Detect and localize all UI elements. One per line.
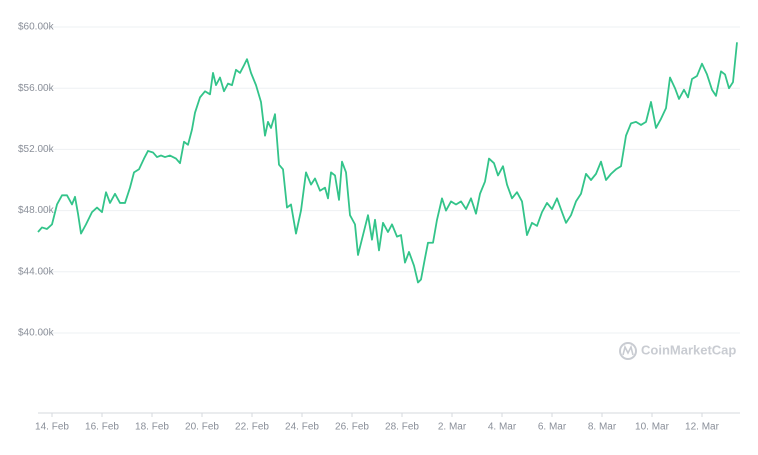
x-tick-label: 14. Feb: [35, 422, 69, 433]
x-tick-label: 4. Mar: [488, 422, 517, 433]
x-tick-label: 24. Feb: [285, 422, 319, 433]
x-tick-label: 22. Feb: [235, 422, 269, 433]
price-line: [37, 42, 738, 284]
x-tick-label: 10. Mar: [635, 422, 670, 433]
y-tick-label: $48.00k: [18, 205, 55, 216]
y-tick-label: $52.00k: [18, 144, 55, 155]
plot: $40.00k $44.00k $48.00k $52.00k $56.00k $60.0…: [18, 22, 740, 433]
x-tick-label: 20. Feb: [185, 422, 219, 433]
x-tick-label: 18. Feb: [135, 422, 169, 433]
x-tick-label: 6. Mar: [538, 422, 567, 433]
x-tick-label: 8. Mar: [588, 422, 617, 433]
x-tick-label: 16. Feb: [85, 422, 119, 433]
x-tick-label: 2. Mar: [438, 422, 467, 433]
watermark-logo: [619, 342, 637, 360]
y-tick-label: $60.00k: [18, 22, 55, 33]
x-tick-label: 28. Feb: [385, 422, 419, 433]
y-tick-label: $40.00k: [18, 328, 55, 339]
y-tick-label: $56.00k: [18, 83, 55, 94]
watermark: CoinMarketCap: [641, 342, 736, 357]
y-tick-label: $44.00k: [18, 266, 55, 277]
x-tick-label: 26. Feb: [335, 422, 369, 433]
x-tick-label: 12. Mar: [685, 422, 720, 433]
